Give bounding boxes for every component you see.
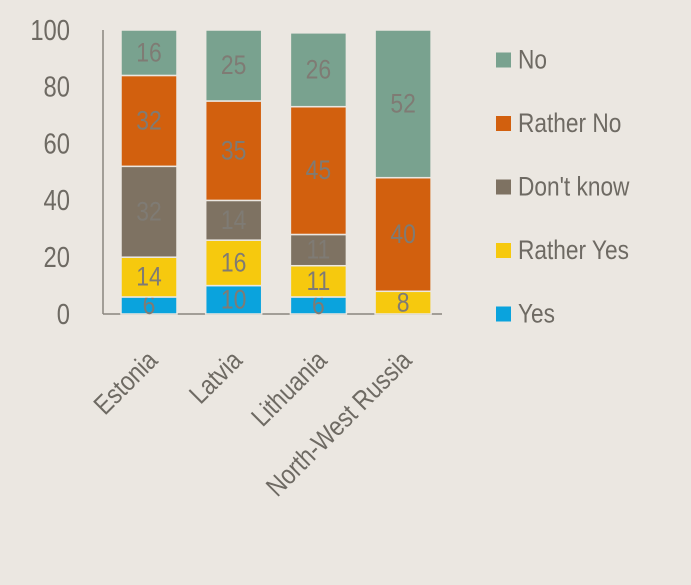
data-label: 11 [306,235,330,265]
data-label: 16 [221,248,247,278]
bar-segment [289,32,348,108]
data-label: 6 [312,290,325,320]
legend-label: No [518,45,547,75]
data-label: 45 [306,155,332,185]
data-label: 32 [136,197,162,227]
data-label: 16 [136,38,162,68]
legend-swatch [496,243,511,258]
x-category-label: Latvia [184,345,249,410]
data-label: 35 [221,136,247,166]
data-label: 25 [221,50,247,80]
y-tick-label: 100 [30,14,70,47]
legend-label: Rather No [518,108,621,138]
bar-segment [204,239,263,287]
bar-segment [120,29,178,77]
bar-segment [204,199,263,241]
bar-segment [120,256,178,298]
bar-segment [289,105,348,236]
legend-swatch [496,179,511,195]
data-label: 26 [306,55,332,85]
bar-segment [289,233,348,267]
data-label: 32 [136,106,162,136]
bar-segment [289,264,348,298]
bar-segment [204,284,263,315]
legend-label: Don't know [518,172,630,202]
legend: No Rather No Don't know Rather Yes Yes [496,45,630,329]
legend-swatch [496,116,511,131]
bar-segment [204,29,263,102]
y-tick-label: 40 [44,184,70,217]
y-tick-label: 60 [44,127,70,160]
y-tick-label: 20 [44,241,70,274]
legend-swatch [496,306,511,322]
legend-label: Yes [518,299,555,329]
data-label: 8 [397,288,410,318]
data-label: 10 [221,285,247,315]
data-label: 6 [143,290,156,320]
legend-label: Rather Yes [518,235,629,265]
data-label: 14 [221,205,247,235]
data-label: 52 [390,89,416,119]
data-label: 11 [306,266,330,296]
bar-segment [204,100,263,202]
x-category-label: Lithuania [246,345,333,432]
x-category-label: North-West Russia [261,345,418,502]
data-label: 14 [136,262,162,292]
bar-segment [120,74,178,168]
bar-segment [120,165,178,258]
y-tick-label: 80 [44,70,70,103]
data-label: 40 [390,219,416,249]
legend-swatch [496,52,511,68]
bar-segment [374,29,432,179]
y-tick-label: 0 [57,298,70,331]
x-category-label: Estonia [88,345,163,420]
